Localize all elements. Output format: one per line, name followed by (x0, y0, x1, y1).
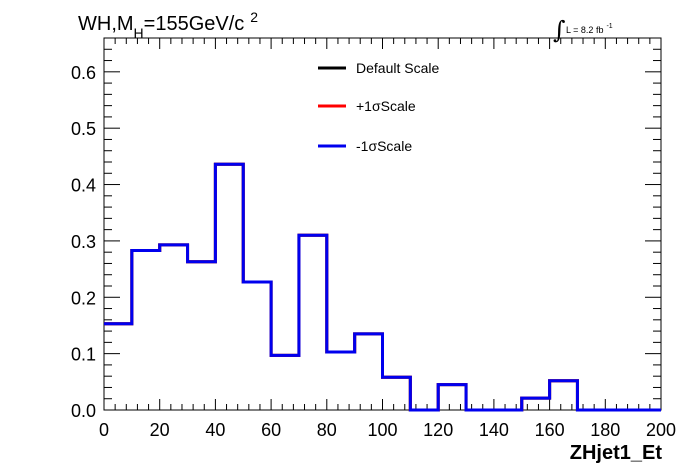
chart-title-subscript: H (134, 25, 144, 41)
x-tick-label: 60 (261, 420, 281, 440)
y-tick-label: 0.3 (71, 232, 96, 252)
y-tick-label: 0.4 (71, 176, 96, 196)
lumi-label-superscript: -1 (606, 23, 612, 30)
y-tick-label: 0.6 (71, 63, 96, 83)
x-tick-label: 0 (99, 420, 109, 440)
legend-label-minus1sigma: -1σScale (356, 138, 412, 154)
lumi-label-text: L = 8.2 fb (566, 25, 603, 35)
x-tick-label: 140 (479, 420, 509, 440)
series-minus1sigma-scale (104, 162, 661, 412)
chart-title-main: WH,M (78, 13, 134, 35)
x-tick-label: 200 (646, 420, 676, 440)
x-tick-label: 80 (317, 420, 337, 440)
axes: 0 20 40 60 80 100 120 140 160 180 200 0.0 0.1 0.2 0.3 0… (71, 38, 676, 440)
legend-label-default: Default Scale (356, 60, 439, 76)
x-tick-label: 180 (590, 420, 620, 440)
chart-title: WH,MH=155GeV/c 2 (78, 9, 258, 41)
x-tick-label: 120 (423, 420, 453, 440)
legend-label-plus1sigma: +1σScale (356, 98, 416, 114)
legend: Default Scale +1σScale -1σScale (318, 60, 439, 154)
y-tick-label: 0.0 (71, 401, 96, 421)
x-tick-label: 20 (150, 420, 170, 440)
chart-title-superscript: 2 (250, 9, 258, 25)
series-group (104, 162, 661, 412)
y-tick-label: 0.1 (71, 345, 96, 365)
y-tick-label: 0.2 (71, 288, 96, 308)
y-tick-label: 0.5 (71, 119, 96, 139)
x-tick-label: 100 (367, 420, 397, 440)
x-tick-label: 40 (205, 420, 225, 440)
chart-title-rest: =155GeV/c (144, 13, 245, 35)
x-axis-label: ZHjet1_Et (570, 442, 663, 464)
lumi-label: L = 8.2 fb -1 (566, 23, 613, 35)
lumi-integral-sign: ∫ (553, 16, 566, 44)
x-tick-label: 160 (535, 420, 565, 440)
